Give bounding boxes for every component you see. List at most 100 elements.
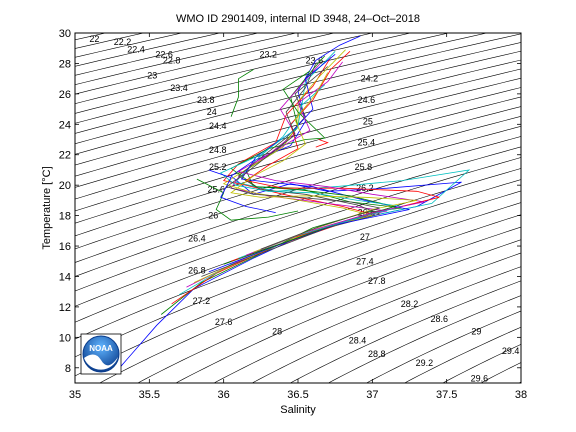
y-tick-label: 30 — [59, 28, 71, 40]
noaa-logo-icon: NOAA — [80, 333, 122, 375]
isopycnal-label: 24.8 — [209, 145, 227, 155]
isopycnal-line — [529, 18, 576, 398]
isopycnal-line — [75, 33, 489, 134]
x-tick-label: 36 — [218, 389, 230, 401]
isopycnal-label: 29.4 — [502, 346, 520, 356]
isopycnal-line — [327, 295, 521, 383]
isopycnal-line — [75, 136, 521, 277]
isopycnal-label: 26 — [208, 211, 218, 221]
y-axis-label: Temperature [°C] — [41, 166, 53, 249]
isopycnal-line — [75, 157, 521, 307]
isopycnal-line — [75, 96, 521, 224]
profile-line — [178, 51, 471, 296]
isopycnal-line — [75, 146, 521, 292]
isopycnal-line — [75, 42, 521, 155]
isopycnal-label: 22.6 — [155, 49, 173, 59]
isopycnal-line — [213, 252, 521, 383]
isopycnal-line — [251, 266, 521, 383]
isopycnal-label: 28.6 — [430, 314, 448, 324]
isopycnal-line — [75, 33, 412, 114]
isopycnal-label: 25.4 — [358, 138, 376, 148]
y-tick-label: 28 — [59, 58, 71, 70]
isopycnal-label: 24.4 — [209, 121, 227, 131]
isopycnal-label: 24.2 — [361, 74, 379, 84]
isopycnal-label: 23 — [147, 71, 157, 81]
isopycnal-line — [480, 362, 521, 383]
isopycnal-label: 22.2 — [114, 37, 132, 47]
x-tick-label: 38 — [515, 389, 527, 401]
x-tick-label: 35.5 — [139, 389, 160, 401]
x-axis-ticks: 35 35.5 36 36.5 37 37.5 38 — [69, 33, 527, 401]
isopycnal-label: 28.2 — [401, 299, 419, 309]
isopycnal-label: 22.8 — [163, 55, 181, 65]
y-tick-label: 16 — [59, 241, 71, 253]
isopycnal-label: 22.4 — [127, 45, 145, 55]
isopycnal-line — [75, 33, 336, 95]
x-tick-label: 37 — [366, 389, 378, 401]
chart-title: WMO ID 2901409, internal ID 3948, 24–Oct… — [176, 13, 420, 25]
isopycnal-line — [75, 68, 521, 188]
profile-line — [225, 63, 380, 250]
isopycnal-line — [175, 239, 521, 383]
isopycnal-line — [75, 33, 374, 104]
isopycnal-lines — [0, 18, 576, 398]
profile-line — [230, 69, 254, 117]
y-tick-label: 12 — [59, 302, 71, 314]
isopycnal-line — [137, 226, 521, 383]
profile-series — [119, 35, 471, 369]
isopycnal-label: 26.4 — [188, 233, 206, 243]
x-tick-label: 37.5 — [436, 389, 457, 401]
isopycnal-label: 27.6 — [215, 317, 233, 327]
x-axis-label: Salinity — [280, 404, 316, 416]
isopycnal-label: 25.6 — [207, 185, 225, 195]
isopycnal-label: 23.6 — [306, 55, 324, 65]
isopycnal-line — [75, 87, 521, 212]
isopycnal-label: 29.2 — [416, 358, 434, 368]
isopycnal-label: 24 — [207, 107, 217, 117]
isopycnal-line — [75, 33, 184, 58]
isopycnal-label: 27.4 — [356, 256, 374, 266]
isopycnal-line — [0, 18, 22, 398]
x-tick-label: 35 — [69, 389, 81, 401]
isopycnal-label: 25.8 — [355, 162, 373, 172]
y-tick-label: 14 — [59, 271, 71, 283]
isopycnal-line — [75, 106, 521, 237]
isopycnal-line — [75, 33, 450, 124]
y-tick-label: 18 — [59, 211, 71, 223]
isopycnal-label: 22 — [89, 34, 99, 44]
y-tick-label: 20 — [59, 180, 71, 192]
isopycnal-line — [75, 77, 521, 200]
profile-line — [237, 61, 425, 256]
isopycnal-line — [75, 202, 521, 377]
y-tick-label: 26 — [59, 89, 71, 101]
isopycnal-label: 28.8 — [368, 349, 386, 359]
isopycnal-line — [75, 59, 521, 177]
isopycnal-line — [365, 310, 521, 383]
isopycnal-label: 26.8 — [188, 265, 206, 275]
isopycnal-label: 23.4 — [170, 83, 188, 93]
isopycnal-line — [75, 125, 521, 263]
y-tick-label: 10 — [59, 332, 71, 344]
isopycnal-line — [75, 116, 521, 250]
isopycnal-label: 29.6 — [471, 373, 489, 383]
isopycnal-line — [75, 33, 521, 145]
isopycnal-line — [75, 50, 521, 166]
y-axis-ticks: 8 10 12 14 16 18 20 22 24 26 28 30 — [59, 28, 521, 375]
isopycnal-line — [75, 190, 521, 358]
isopycnal-line — [289, 280, 521, 383]
isopycnal-label: 27 — [360, 232, 370, 242]
isopycnal-labels: 22 22.222.4 22.622.8 23 23.2 23.4 23.6 23.8 24 24… — [89, 34, 519, 383]
y-tick-label: 22 — [59, 150, 71, 162]
isopycnal-line — [568, 18, 576, 398]
profile-line — [208, 169, 276, 213]
isopycnal-label: 27.8 — [368, 276, 386, 286]
isopycnal-line — [403, 326, 521, 383]
profile-line — [315, 139, 329, 148]
isopycnal-label: 28 — [272, 326, 282, 336]
profile-line — [196, 178, 299, 221]
y-tick-label: 24 — [59, 119, 71, 131]
isopycnal-label: 27.2 — [193, 296, 211, 306]
isopycnal-line — [75, 33, 298, 86]
profile-line — [208, 53, 410, 273]
isopycnal-label: 26.2 — [356, 183, 374, 193]
